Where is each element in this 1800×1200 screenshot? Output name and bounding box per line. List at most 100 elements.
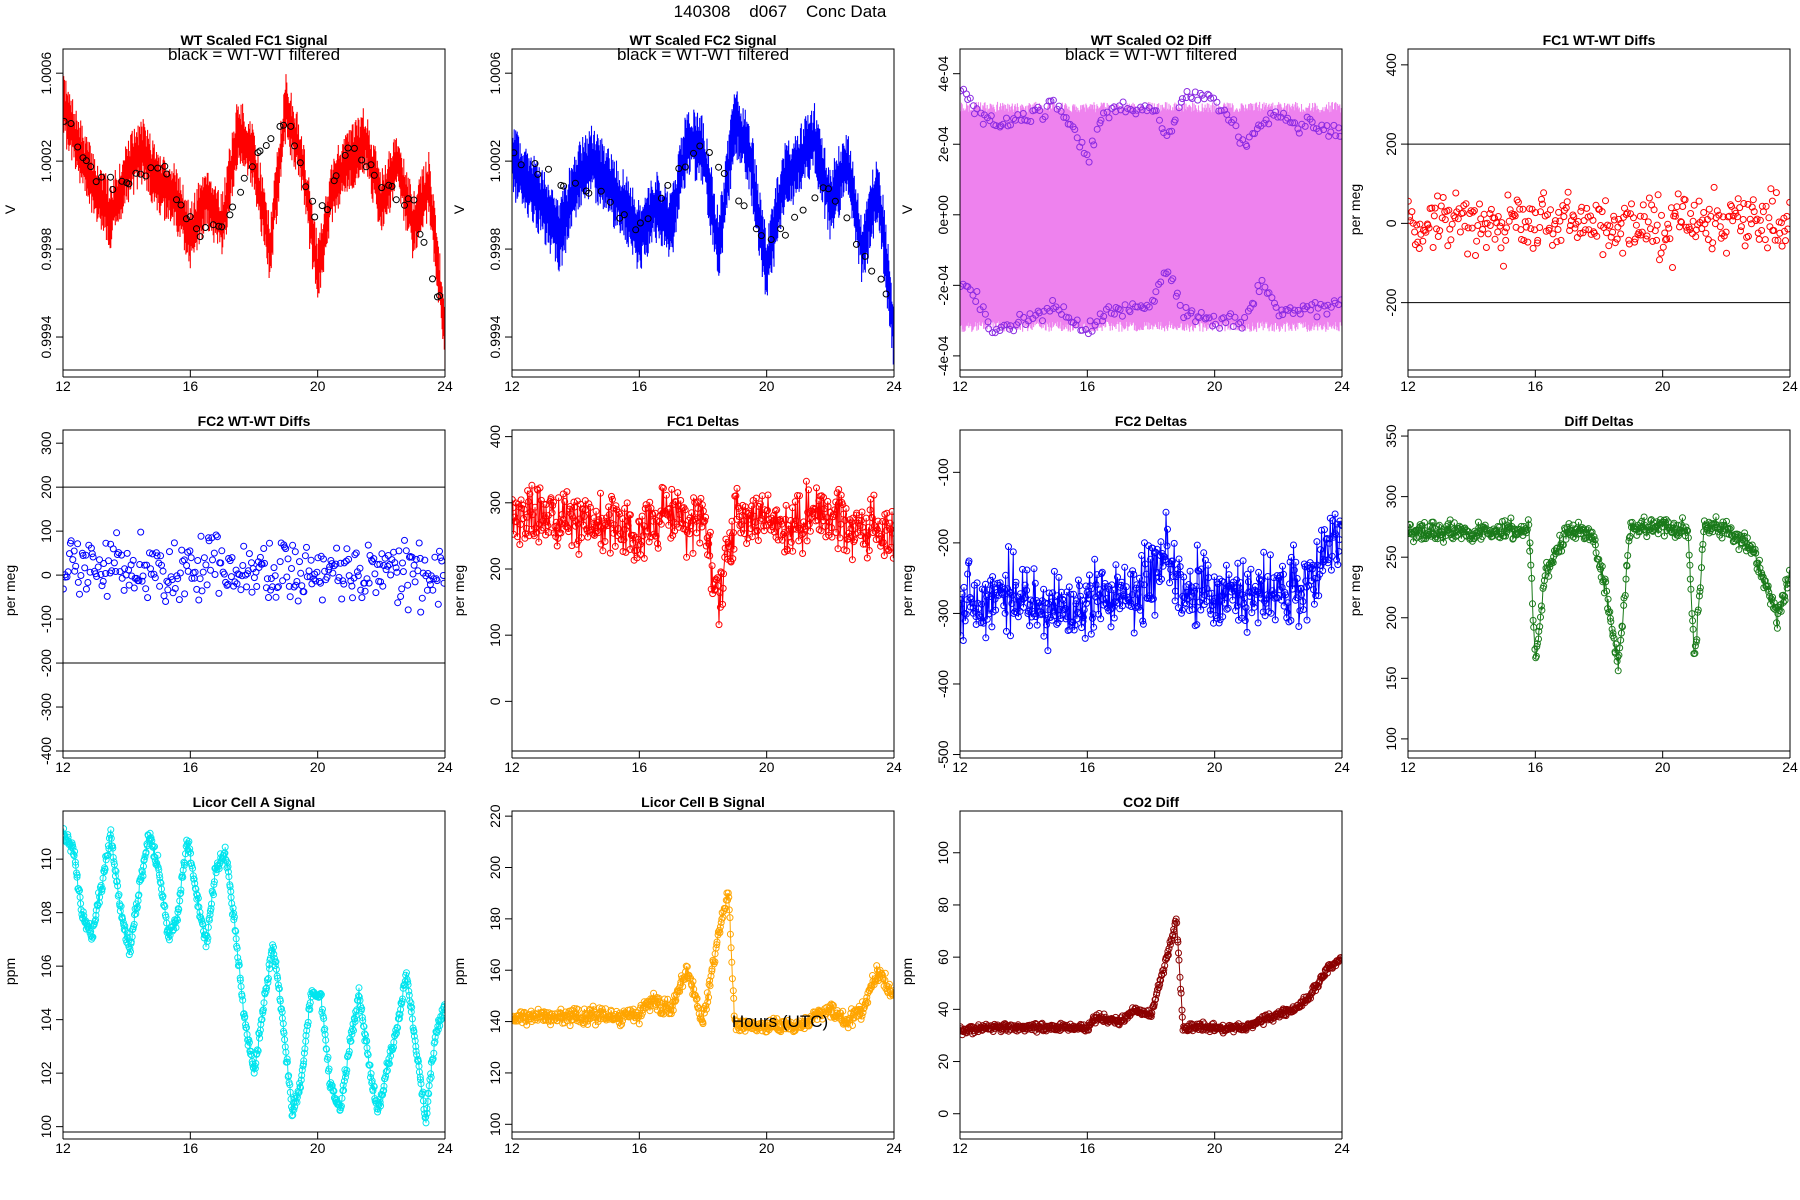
data-point <box>263 575 271 583</box>
data-point <box>1533 239 1541 247</box>
data-point <box>1559 202 1567 210</box>
data-point <box>677 497 685 504</box>
data-point <box>964 570 972 578</box>
data-point <box>430 575 438 583</box>
data-point <box>611 542 619 550</box>
data-point <box>1107 309 1115 317</box>
data-point <box>603 517 611 525</box>
data-point <box>1196 89 1204 97</box>
data-point <box>1173 289 1181 297</box>
data-point <box>695 1010 703 1018</box>
data-point <box>205 534 212 542</box>
y-axis-label: ppm <box>451 958 467 985</box>
data-point <box>421 1114 429 1122</box>
data-point <box>1526 539 1534 547</box>
data-point <box>796 492 803 500</box>
data-point <box>1560 213 1568 221</box>
data-point <box>880 552 888 560</box>
data-point <box>1510 211 1518 218</box>
data-point <box>784 547 791 555</box>
data-point <box>1727 201 1734 209</box>
data-point <box>1624 552 1632 559</box>
data-point <box>1261 283 1269 291</box>
data-point <box>740 530 748 538</box>
data-point <box>1188 307 1196 315</box>
data-point <box>1551 220 1559 228</box>
y-axis-label: ppm <box>2 958 18 985</box>
data-point <box>1126 308 1134 316</box>
data-point <box>767 236 775 243</box>
data-point <box>972 621 980 628</box>
data-point <box>411 578 419 586</box>
data-point <box>813 484 820 492</box>
data-point <box>439 1011 445 1019</box>
data-point <box>1647 225 1654 233</box>
data-point <box>1679 203 1687 210</box>
data-point <box>658 1009 666 1017</box>
data-point <box>1679 514 1686 522</box>
x-tick-label: 12 <box>952 759 968 775</box>
data-point <box>1152 288 1160 296</box>
data-point <box>729 987 737 995</box>
data-point <box>777 225 785 233</box>
data-point <box>221 843 229 851</box>
data-point <box>1191 587 1199 595</box>
data-point <box>303 1027 311 1035</box>
data-point <box>1693 636 1701 644</box>
data-point <box>340 1077 348 1085</box>
data-point <box>1630 214 1637 222</box>
data-point <box>1314 983 1322 991</box>
data-point <box>361 1030 369 1038</box>
data-point <box>819 513 826 521</box>
data-point <box>733 484 741 492</box>
data-point <box>1461 222 1469 230</box>
data-point <box>270 943 277 951</box>
data-point <box>1692 233 1700 241</box>
data-point <box>270 564 278 572</box>
data-point <box>364 541 372 549</box>
data-point <box>705 149 713 156</box>
data-point <box>1027 118 1035 125</box>
data-point <box>1126 598 1134 606</box>
data-point <box>1255 568 1263 576</box>
y-tick-label: 100 <box>487 1112 503 1136</box>
data-point <box>1752 217 1760 225</box>
y-tick-label: 250 <box>1383 545 1399 569</box>
data-point <box>1565 520 1573 528</box>
data-point <box>159 892 167 900</box>
data-point <box>692 517 700 525</box>
y-tick-label: 80 <box>935 897 951 913</box>
data-point <box>87 932 95 940</box>
data-point <box>72 861 80 869</box>
data-point <box>415 539 423 547</box>
data-point <box>635 1020 643 1028</box>
data-point <box>293 578 301 585</box>
plot-frame <box>511 429 895 752</box>
data-point <box>1121 563 1129 571</box>
data-point <box>1432 533 1440 541</box>
data-point <box>1654 191 1662 199</box>
data-point <box>1781 596 1789 604</box>
data-point <box>370 555 378 563</box>
data-point <box>1211 594 1219 602</box>
data-point <box>436 547 443 555</box>
y-tick-label: 120 <box>487 1061 503 1085</box>
data-point <box>1317 546 1324 554</box>
data-point <box>1690 201 1698 209</box>
data-point <box>1111 598 1119 606</box>
data-point <box>387 1052 395 1060</box>
data-point <box>278 1014 286 1022</box>
data-point <box>706 528 714 536</box>
data-point <box>1145 303 1153 311</box>
data-point <box>262 985 270 993</box>
data-point <box>547 1021 554 1029</box>
data-point <box>1268 294 1276 302</box>
data-point <box>350 144 358 152</box>
data-point <box>99 874 107 882</box>
data-point <box>780 529 788 537</box>
data-point <box>563 488 571 496</box>
data-point <box>253 583 261 590</box>
chart-title: WT Scaled FC1 Signal <box>180 32 327 48</box>
data-point <box>69 844 77 851</box>
data-point <box>992 606 1000 614</box>
